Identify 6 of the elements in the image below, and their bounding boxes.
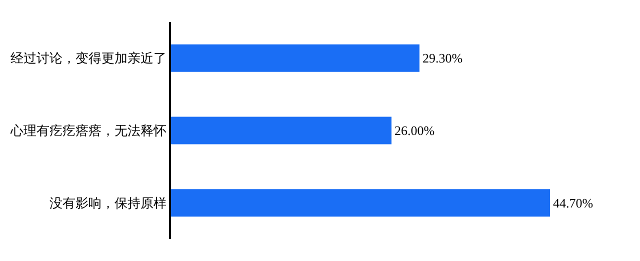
data-label: 44.70%: [553, 195, 594, 210]
y-tick-label: 心理有疙疙瘩瘩，无法释怀: [10, 123, 167, 138]
data-label: 26.00%: [394, 123, 435, 138]
data-label: 29.30%: [422, 50, 463, 66]
y-tick-label: 没有影响，保持原样: [50, 195, 167, 210]
y-tick-label: 经过讨论，变得更加亲近了: [10, 50, 167, 66]
